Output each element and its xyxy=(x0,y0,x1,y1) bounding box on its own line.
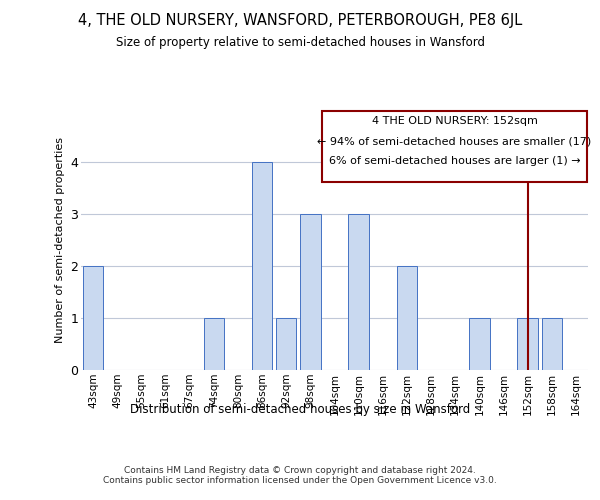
Text: 4, THE OLD NURSERY, WANSFORD, PETERBOROUGH, PE8 6JL: 4, THE OLD NURSERY, WANSFORD, PETERBOROU… xyxy=(78,12,522,28)
Bar xyxy=(300,214,320,370)
Bar xyxy=(83,266,103,370)
Bar xyxy=(252,162,272,370)
Text: Contains HM Land Registry data © Crown copyright and database right 2024.
Contai: Contains HM Land Registry data © Crown c… xyxy=(103,466,497,485)
Y-axis label: Number of semi-detached properties: Number of semi-detached properties xyxy=(55,137,65,343)
Text: Size of property relative to semi-detached houses in Wansford: Size of property relative to semi-detach… xyxy=(115,36,485,49)
Bar xyxy=(469,318,490,370)
Bar xyxy=(397,266,417,370)
Bar xyxy=(349,214,369,370)
Text: Distribution of semi-detached houses by size in Wansford: Distribution of semi-detached houses by … xyxy=(130,402,470,415)
Bar xyxy=(542,318,562,370)
Text: 6% of semi-detached houses are larger (1) →: 6% of semi-detached houses are larger (1… xyxy=(329,156,580,166)
FancyBboxPatch shape xyxy=(322,111,587,182)
Bar xyxy=(517,318,538,370)
Text: 4 THE OLD NURSERY: 152sqm: 4 THE OLD NURSERY: 152sqm xyxy=(371,116,538,126)
Bar xyxy=(203,318,224,370)
Text: ← 94% of semi-detached houses are smaller (17): ← 94% of semi-detached houses are smalle… xyxy=(317,136,592,146)
Bar xyxy=(276,318,296,370)
